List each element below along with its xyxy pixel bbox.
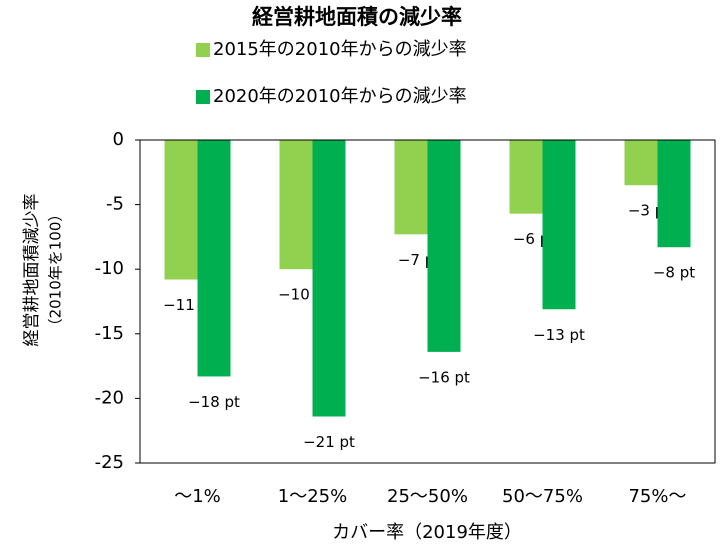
x-tick-label: ～1%: [174, 486, 221, 507]
legend-label: 2015年の2010年からの減少率: [213, 39, 467, 60]
legend-swatch: [196, 90, 210, 104]
bar: [394, 140, 428, 235]
bar: [197, 140, 231, 377]
legend-label: 2020年の2010年からの減少率: [213, 86, 467, 107]
value-label: −21 pt: [303, 433, 355, 451]
bar: [427, 140, 461, 352]
y-axis-label-line: （2010年を100）: [47, 207, 65, 334]
value-label: −18 pt: [188, 393, 240, 411]
plot-frame: [139, 139, 716, 464]
y-tick-label: -5: [106, 194, 124, 215]
y-axis-label-line: 経営耕地面積減少率: [22, 194, 42, 347]
x-tick-label: 75%～: [628, 486, 686, 507]
y-tick-label: -10: [95, 258, 124, 279]
value-label: −8 pt: [653, 264, 695, 282]
chart-title: 経営耕地面積の減少率: [252, 5, 462, 29]
value-label: −16 pt: [418, 368, 470, 386]
y-axis-label: 経営耕地面積減少率 （2010年を100）: [22, 194, 65, 347]
bar: [312, 140, 346, 417]
y-tick-label: -20: [95, 387, 124, 408]
bar: [542, 140, 576, 310]
y-tick-label: -15: [95, 323, 124, 344]
bar: [657, 140, 691, 248]
bar: [509, 140, 543, 214]
legend-swatch: [196, 43, 210, 57]
y-tick-label: -25: [95, 452, 124, 473]
x-tick-label: 1～25%: [278, 486, 347, 507]
bar: [624, 140, 658, 186]
x-tick-label: 25～50%: [387, 486, 468, 507]
x-axis-label: カバー率（2019年度）: [332, 522, 522, 543]
value-label: −13 pt: [533, 326, 585, 344]
bar: [279, 140, 313, 270]
bar: [164, 140, 198, 280]
y-tick-label: 0: [113, 129, 124, 150]
x-tick-label: 50～75%: [502, 486, 583, 507]
